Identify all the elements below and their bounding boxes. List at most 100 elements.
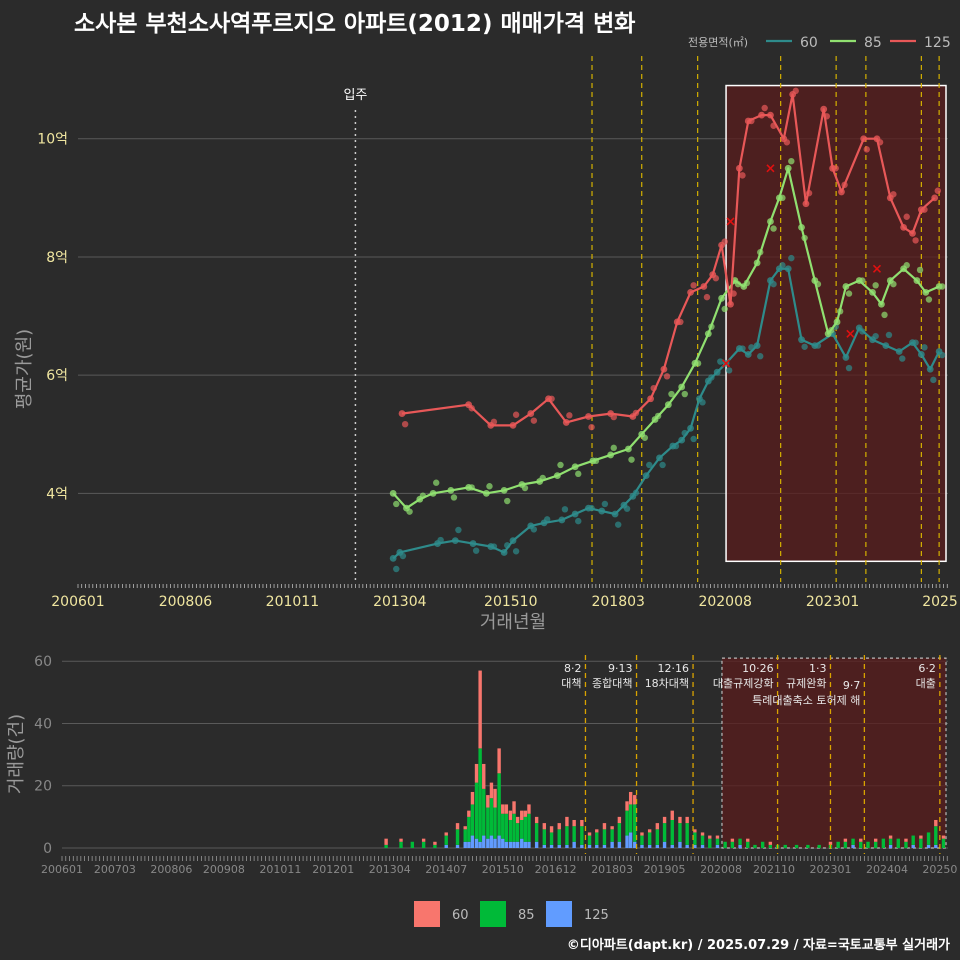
volume-legend: 60 85 125 bbox=[414, 901, 609, 927]
data-point-60 bbox=[895, 348, 903, 355]
cancelled-mark bbox=[872, 264, 882, 273]
transaction-point-60 bbox=[588, 504, 595, 512]
policy-name-label: 대책 bbox=[561, 677, 581, 690]
x-tick-label: 202008 bbox=[698, 594, 751, 610]
transaction-point-60 bbox=[472, 547, 480, 554]
volume-bar-125 bbox=[934, 844, 938, 848]
volume-bar-85 bbox=[851, 838, 855, 845]
data-point-125 bbox=[900, 223, 908, 231]
transaction-point-85 bbox=[393, 500, 400, 508]
y-tick-label: 10억 bbox=[37, 132, 68, 148]
transaction-point-85 bbox=[406, 508, 413, 515]
volume-bar-125 bbox=[678, 841, 682, 848]
volume-bar-60 bbox=[515, 816, 520, 824]
volume-bar-125 bbox=[565, 844, 569, 848]
transaction-point-60 bbox=[788, 254, 795, 262]
data-point-125 bbox=[735, 164, 743, 172]
volume-bar-125 bbox=[523, 841, 528, 848]
volume-bar-60 bbox=[497, 748, 501, 774]
data-point-85 bbox=[500, 486, 508, 494]
volume-bar-60 bbox=[715, 835, 720, 839]
volume-bar-60 bbox=[455, 823, 460, 830]
volume-bar-85 bbox=[508, 819, 513, 842]
volume-bar-60 bbox=[625, 801, 629, 811]
transaction-point-60 bbox=[575, 517, 582, 525]
cancelled-mark bbox=[846, 329, 855, 338]
volume-bar-85 bbox=[633, 804, 637, 842]
volume-bar-60 bbox=[580, 819, 584, 827]
data-point-85 bbox=[704, 330, 712, 338]
transaction-point-60 bbox=[437, 536, 444, 544]
transaction-point-85 bbox=[433, 479, 440, 486]
volume-bar-60 bbox=[670, 810, 674, 820]
transaction-point-60 bbox=[708, 374, 715, 381]
transaction-point-60 bbox=[845, 364, 853, 372]
transaction-point-60 bbox=[646, 461, 653, 469]
volume-bar-85 bbox=[482, 788, 486, 836]
volume-bar-125 bbox=[715, 844, 720, 848]
transaction-point-60 bbox=[455, 526, 462, 534]
data-point-60 bbox=[571, 510, 579, 518]
volume-legend-swatch-125 bbox=[546, 901, 572, 927]
volume-bar-85 bbox=[708, 838, 712, 848]
data-point-85 bbox=[389, 489, 397, 497]
transaction-point-60 bbox=[530, 526, 538, 533]
data-point-60 bbox=[451, 537, 459, 545]
transaction-point-85 bbox=[628, 456, 635, 463]
volume-bar-125 bbox=[467, 841, 471, 848]
y-tick-label: 8억 bbox=[46, 250, 68, 266]
volume-bar-85 bbox=[504, 813, 509, 842]
volume-bar-60 bbox=[489, 782, 494, 799]
price-series-layer bbox=[389, 87, 946, 573]
data-point-125 bbox=[802, 200, 810, 208]
policy-date-label: 9·13 bbox=[608, 662, 633, 675]
volume-bar-85 bbox=[557, 829, 561, 845]
volume-legend-swatch-60 bbox=[414, 901, 440, 927]
volume-y-axis-label: 거래량(건) bbox=[6, 714, 27, 794]
transaction-point-60 bbox=[739, 345, 746, 352]
volume-bar-125 bbox=[625, 835, 629, 848]
volume-bar-85 bbox=[738, 838, 742, 845]
volume-bar-60 bbox=[399, 838, 403, 842]
transaction-point-60 bbox=[623, 505, 631, 512]
volume-bar-60 bbox=[602, 823, 607, 830]
volume-bar-85 bbox=[817, 844, 821, 848]
volume-x-tick-label: 201803 bbox=[591, 863, 633, 876]
data-point-85 bbox=[447, 486, 455, 494]
volume-bar-60 bbox=[520, 810, 524, 820]
transaction-point-60 bbox=[632, 489, 640, 496]
transaction-point-60 bbox=[748, 344, 755, 351]
volume-bar-85 bbox=[768, 844, 773, 848]
volume-bar-60 bbox=[463, 826, 467, 830]
policy-date-label: 1·3 bbox=[809, 662, 827, 675]
x-tick-label: 201803 bbox=[591, 594, 644, 610]
volume-x-tick-label: 202404 bbox=[866, 863, 908, 876]
transaction-point-125 bbox=[690, 282, 697, 289]
data-point-125 bbox=[585, 413, 592, 420]
volume-bar-125 bbox=[508, 841, 513, 848]
policy-date-label: 9·7 bbox=[843, 679, 861, 692]
volume-bar-85 bbox=[617, 823, 622, 842]
data-point-85 bbox=[553, 472, 561, 480]
transaction-point-60 bbox=[801, 343, 808, 350]
volume-bar-85 bbox=[647, 832, 652, 845]
transaction-point-85 bbox=[539, 474, 546, 482]
volume-bar-85 bbox=[602, 829, 607, 845]
x-tick-label: 201304 bbox=[373, 594, 427, 610]
transaction-point-125 bbox=[490, 418, 498, 426]
transaction-point-125 bbox=[650, 384, 657, 392]
policy-name-label: 규제완화 bbox=[786, 677, 826, 690]
transaction-point-60 bbox=[561, 506, 569, 513]
volume-bar-85 bbox=[700, 835, 705, 845]
data-point-125 bbox=[700, 283, 708, 290]
transaction-point-85 bbox=[890, 280, 897, 288]
volume-bar-85 bbox=[911, 835, 915, 845]
transaction-point-85 bbox=[903, 262, 910, 269]
transaction-point-85 bbox=[708, 323, 715, 330]
transaction-point-60 bbox=[814, 342, 822, 349]
volume-bars-layer bbox=[384, 670, 946, 848]
transaction-point-125 bbox=[748, 117, 755, 125]
data-point-60 bbox=[598, 507, 606, 515]
volume-bar-85 bbox=[520, 819, 524, 839]
transaction-point-60 bbox=[859, 328, 866, 335]
